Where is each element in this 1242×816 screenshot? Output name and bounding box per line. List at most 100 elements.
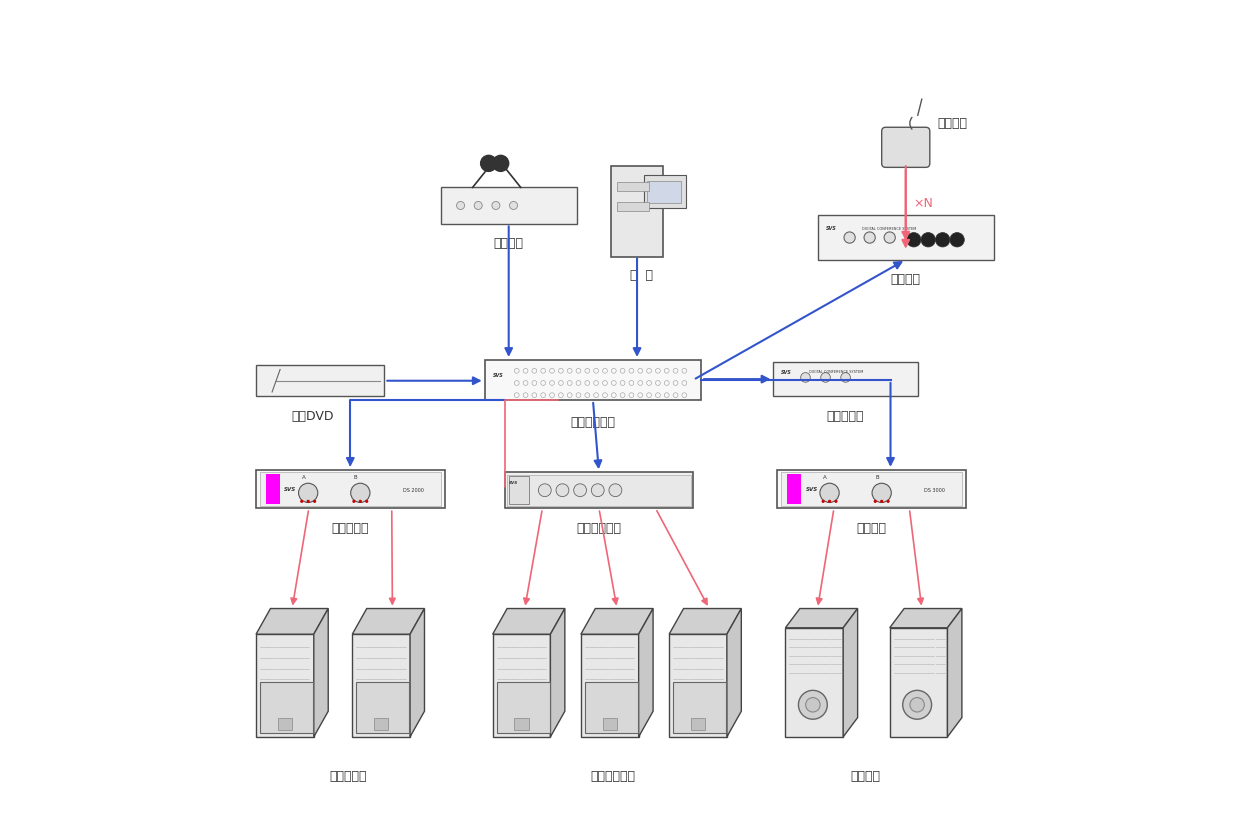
Circle shape <box>907 233 922 247</box>
FancyBboxPatch shape <box>509 477 529 504</box>
Circle shape <box>574 484 586 497</box>
FancyBboxPatch shape <box>645 175 686 208</box>
Text: 辅助扩声功放: 辅助扩声功放 <box>576 521 621 534</box>
Polygon shape <box>889 628 948 737</box>
FancyBboxPatch shape <box>497 681 550 733</box>
Polygon shape <box>493 609 565 634</box>
Text: B: B <box>876 475 879 480</box>
FancyBboxPatch shape <box>673 681 727 733</box>
Text: DIGITAL CONFERENCE SYSTEM: DIGITAL CONFERENCE SYSTEM <box>862 227 915 231</box>
Text: B: B <box>354 475 358 480</box>
Circle shape <box>301 499 303 503</box>
Circle shape <box>350 483 370 503</box>
FancyBboxPatch shape <box>356 681 410 733</box>
Polygon shape <box>948 609 961 737</box>
Text: ×N: ×N <box>914 197 934 210</box>
Text: DIGITAL CONFERENCE SYSTEM: DIGITAL CONFERENCE SYSTEM <box>810 370 863 375</box>
Text: SVS: SVS <box>284 486 297 491</box>
Text: 主扩声音箱: 主扩声音箱 <box>329 770 368 783</box>
Polygon shape <box>669 609 741 634</box>
Text: 数字媒体矩阵: 数字媒体矩阵 <box>570 416 616 429</box>
FancyBboxPatch shape <box>777 470 966 508</box>
Circle shape <box>950 233 964 247</box>
FancyBboxPatch shape <box>256 366 384 396</box>
Polygon shape <box>256 634 314 737</box>
Polygon shape <box>410 609 425 737</box>
Text: SVS: SVS <box>826 226 837 231</box>
Circle shape <box>509 202 518 210</box>
Circle shape <box>821 373 831 382</box>
Circle shape <box>903 690 932 719</box>
Text: SVS: SVS <box>509 481 518 485</box>
Circle shape <box>922 233 935 247</box>
Text: DS 2000: DS 2000 <box>404 489 424 494</box>
Polygon shape <box>785 628 843 737</box>
Circle shape <box>872 483 892 503</box>
FancyBboxPatch shape <box>374 717 389 730</box>
FancyBboxPatch shape <box>691 717 705 730</box>
Circle shape <box>481 155 497 171</box>
Circle shape <box>821 499 825 503</box>
Text: 主扩声功放: 主扩声功放 <box>332 521 369 534</box>
FancyBboxPatch shape <box>260 472 441 506</box>
Circle shape <box>935 233 950 247</box>
FancyBboxPatch shape <box>514 717 529 730</box>
Circle shape <box>474 202 482 210</box>
Text: DS 3000: DS 3000 <box>924 489 945 494</box>
FancyBboxPatch shape <box>602 717 617 730</box>
Circle shape <box>910 698 924 712</box>
FancyBboxPatch shape <box>882 127 930 167</box>
Polygon shape <box>727 609 741 737</box>
FancyBboxPatch shape <box>260 681 313 733</box>
Circle shape <box>873 499 877 503</box>
Polygon shape <box>493 634 550 737</box>
FancyBboxPatch shape <box>507 475 691 506</box>
Circle shape <box>591 484 604 497</box>
FancyBboxPatch shape <box>266 474 281 504</box>
FancyBboxPatch shape <box>617 202 650 211</box>
Circle shape <box>884 232 895 243</box>
Circle shape <box>457 202 465 210</box>
Circle shape <box>841 373 851 382</box>
FancyBboxPatch shape <box>781 472 961 506</box>
Circle shape <box>799 690 827 719</box>
Polygon shape <box>353 609 425 634</box>
Text: SVS: SVS <box>806 486 817 491</box>
Polygon shape <box>669 634 727 737</box>
FancyBboxPatch shape <box>278 717 292 730</box>
FancyBboxPatch shape <box>774 362 918 396</box>
Circle shape <box>835 499 837 503</box>
Circle shape <box>864 232 876 243</box>
Polygon shape <box>581 609 653 634</box>
Circle shape <box>298 483 318 503</box>
Text: 蓝光DVD: 蓝光DVD <box>291 410 333 423</box>
Circle shape <box>881 499 883 503</box>
Circle shape <box>887 499 889 503</box>
Text: 会议主机: 会议主机 <box>891 273 920 286</box>
FancyBboxPatch shape <box>611 166 663 257</box>
FancyBboxPatch shape <box>585 681 638 733</box>
Polygon shape <box>785 609 858 628</box>
Text: SVS: SVS <box>493 374 503 379</box>
Circle shape <box>845 232 856 243</box>
FancyBboxPatch shape <box>647 181 681 203</box>
FancyBboxPatch shape <box>484 360 702 400</box>
Circle shape <box>353 499 355 503</box>
Text: 电  脑: 电 脑 <box>630 269 652 282</box>
Text: 无线话筒: 无线话筒 <box>494 237 524 250</box>
FancyBboxPatch shape <box>787 474 801 504</box>
Circle shape <box>313 499 317 503</box>
Circle shape <box>538 484 551 497</box>
Circle shape <box>365 499 369 503</box>
Polygon shape <box>353 634 410 737</box>
FancyBboxPatch shape <box>441 188 576 224</box>
Polygon shape <box>550 609 565 737</box>
Text: 返听功放: 返听功放 <box>857 521 887 534</box>
Circle shape <box>493 155 509 171</box>
Text: 返听音箱: 返听音箱 <box>851 770 881 783</box>
FancyBboxPatch shape <box>504 472 693 508</box>
Text: 反馈抑制器: 反馈抑制器 <box>827 410 864 423</box>
Circle shape <box>556 484 569 497</box>
Polygon shape <box>638 609 653 737</box>
Circle shape <box>307 499 309 503</box>
